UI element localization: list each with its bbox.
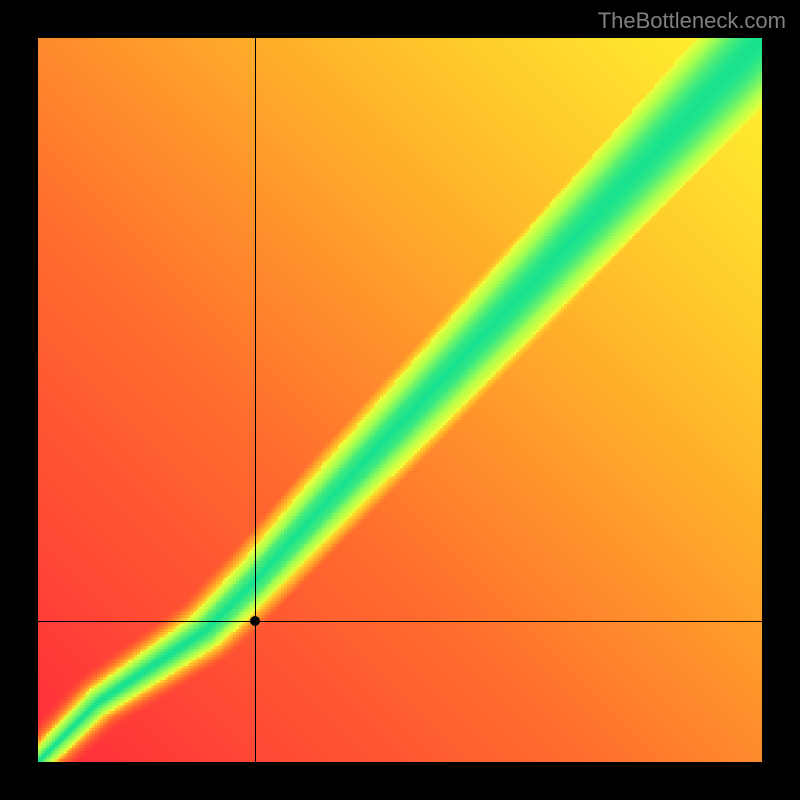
heatmap-canvas: [38, 38, 762, 762]
crosshair-horizontal: [38, 621, 762, 622]
watermark-text: TheBottleneck.com: [598, 8, 786, 34]
crosshair-marker-dot: [250, 616, 260, 626]
crosshair-vertical: [255, 38, 256, 762]
plot-area: [38, 38, 762, 762]
